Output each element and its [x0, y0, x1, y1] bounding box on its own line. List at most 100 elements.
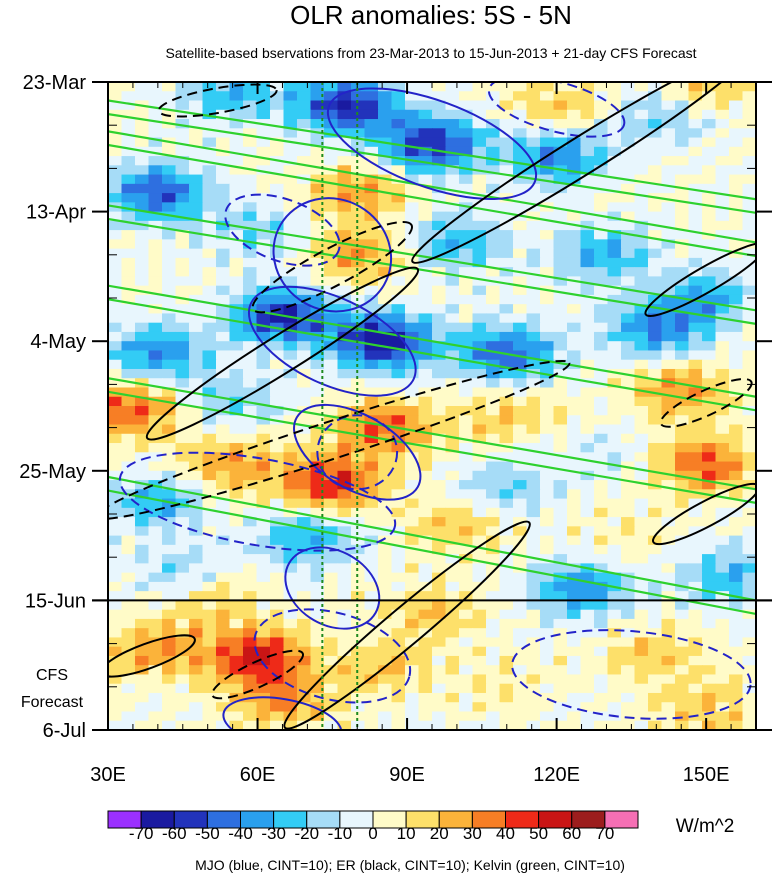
- heat-cell: [634, 350, 649, 361]
- heat-cell: [499, 220, 514, 231]
- heat-cell: [270, 702, 285, 713]
- heat-cell: [526, 193, 541, 203]
- contour-legend: MJO (blue, CINT=10); ER (black, CINT=10)…: [195, 857, 625, 873]
- heat-cell: [108, 406, 123, 416]
- heat-cell: [256, 655, 271, 666]
- heat-cell: [580, 331, 595, 342]
- heat-cell: [648, 239, 663, 250]
- heat-cell: [135, 683, 150, 694]
- heat-cell: [391, 119, 406, 129]
- heat-cell: [459, 304, 474, 315]
- heat-cell: [162, 239, 177, 250]
- heat-cell: [526, 183, 541, 194]
- heat-cell: [553, 378, 568, 389]
- heat-cell: [486, 600, 501, 611]
- heat-cell: [499, 174, 514, 185]
- heat-cell: [108, 285, 123, 296]
- heat-cell: [351, 82, 366, 92]
- heat-cell: [418, 572, 433, 583]
- heat-cell: [378, 156, 393, 166]
- heat-cell: [499, 119, 514, 129]
- heat-cell: [648, 109, 663, 120]
- heat-cell: [432, 489, 447, 500]
- heat-cell: [702, 498, 717, 509]
- heat-cell: [513, 331, 528, 342]
- heat-cell: [162, 452, 177, 463]
- heat-cell: [472, 313, 487, 324]
- heat-cell: [594, 359, 609, 370]
- heat-cell: [513, 156, 528, 166]
- heat-cell: [121, 239, 136, 250]
- heat-cell: [283, 341, 298, 352]
- heat-cell: [513, 396, 528, 407]
- heat-cell: [729, 137, 744, 148]
- heat-cell: [553, 665, 568, 676]
- heat-cell: [513, 702, 528, 713]
- heat-cell: [162, 415, 177, 426]
- heat-cell: [391, 517, 406, 527]
- heat-cell: [283, 563, 298, 574]
- heat-cell: [283, 276, 298, 287]
- heat-cell: [661, 406, 676, 416]
- heat-cell: [580, 526, 595, 537]
- heat-cell: [121, 581, 136, 592]
- heat-cell: [513, 378, 528, 389]
- heat-cell: [486, 174, 501, 185]
- heat-cell: [162, 618, 177, 629]
- heat-cell: [189, 230, 204, 240]
- heat-cell: [162, 331, 177, 342]
- heat-cell: [243, 655, 258, 666]
- heat-cell: [121, 183, 136, 194]
- heat-cell: [661, 109, 676, 120]
- heat-cell: [702, 322, 717, 333]
- heat-cell: [432, 82, 447, 92]
- heat-cell: [405, 359, 420, 370]
- heat-cell: [337, 415, 352, 426]
- heat-cell: [459, 91, 474, 102]
- heat-cell: [283, 387, 298, 398]
- heat-cell: [256, 128, 271, 139]
- heat-cell: [621, 498, 636, 509]
- heat-cell: [486, 470, 501, 481]
- heat-cell: [472, 174, 487, 185]
- heat-cell: [688, 109, 703, 120]
- heat-cell: [108, 396, 123, 407]
- heat-cell: [648, 609, 663, 620]
- heat-cell: [702, 618, 717, 629]
- heat-cell: [162, 248, 177, 259]
- heat-cell: [648, 591, 663, 601]
- heat-cell: [324, 480, 339, 490]
- heat-cell: [135, 609, 150, 620]
- heat-cell: [337, 591, 352, 601]
- heat-cell: [661, 165, 676, 176]
- heat-cell: [661, 248, 676, 259]
- mjo-positive-contour: [247, 285, 417, 397]
- heat-cell: [486, 461, 501, 472]
- heat-cell: [742, 665, 756, 676]
- heat-cell: [472, 517, 487, 527]
- heat-cell: [337, 156, 352, 166]
- heat-cell: [675, 91, 690, 102]
- heat-cell: [688, 702, 703, 713]
- heat-cell: [270, 683, 285, 694]
- heat-cell: [729, 470, 744, 481]
- heat-cell: [243, 257, 258, 268]
- heat-cell: [621, 470, 636, 481]
- heat-cell: [445, 267, 460, 277]
- heat-cell: [621, 378, 636, 389]
- heat-cell: [445, 554, 460, 564]
- heat-cell: [526, 396, 541, 407]
- heat-cell: [513, 683, 528, 694]
- heat-cell: [661, 230, 676, 240]
- heat-cell: [553, 507, 568, 518]
- heat-cell: [216, 396, 231, 407]
- heat-cell: [432, 313, 447, 324]
- heat-cell: [621, 452, 636, 463]
- heat-cell: [418, 526, 433, 537]
- heat-cell: [135, 618, 150, 629]
- heat-cell: [135, 433, 150, 444]
- heat-cell: [729, 489, 744, 500]
- heat-cell: [634, 341, 649, 352]
- heat-cell: [256, 156, 271, 166]
- heat-cell: [729, 350, 744, 361]
